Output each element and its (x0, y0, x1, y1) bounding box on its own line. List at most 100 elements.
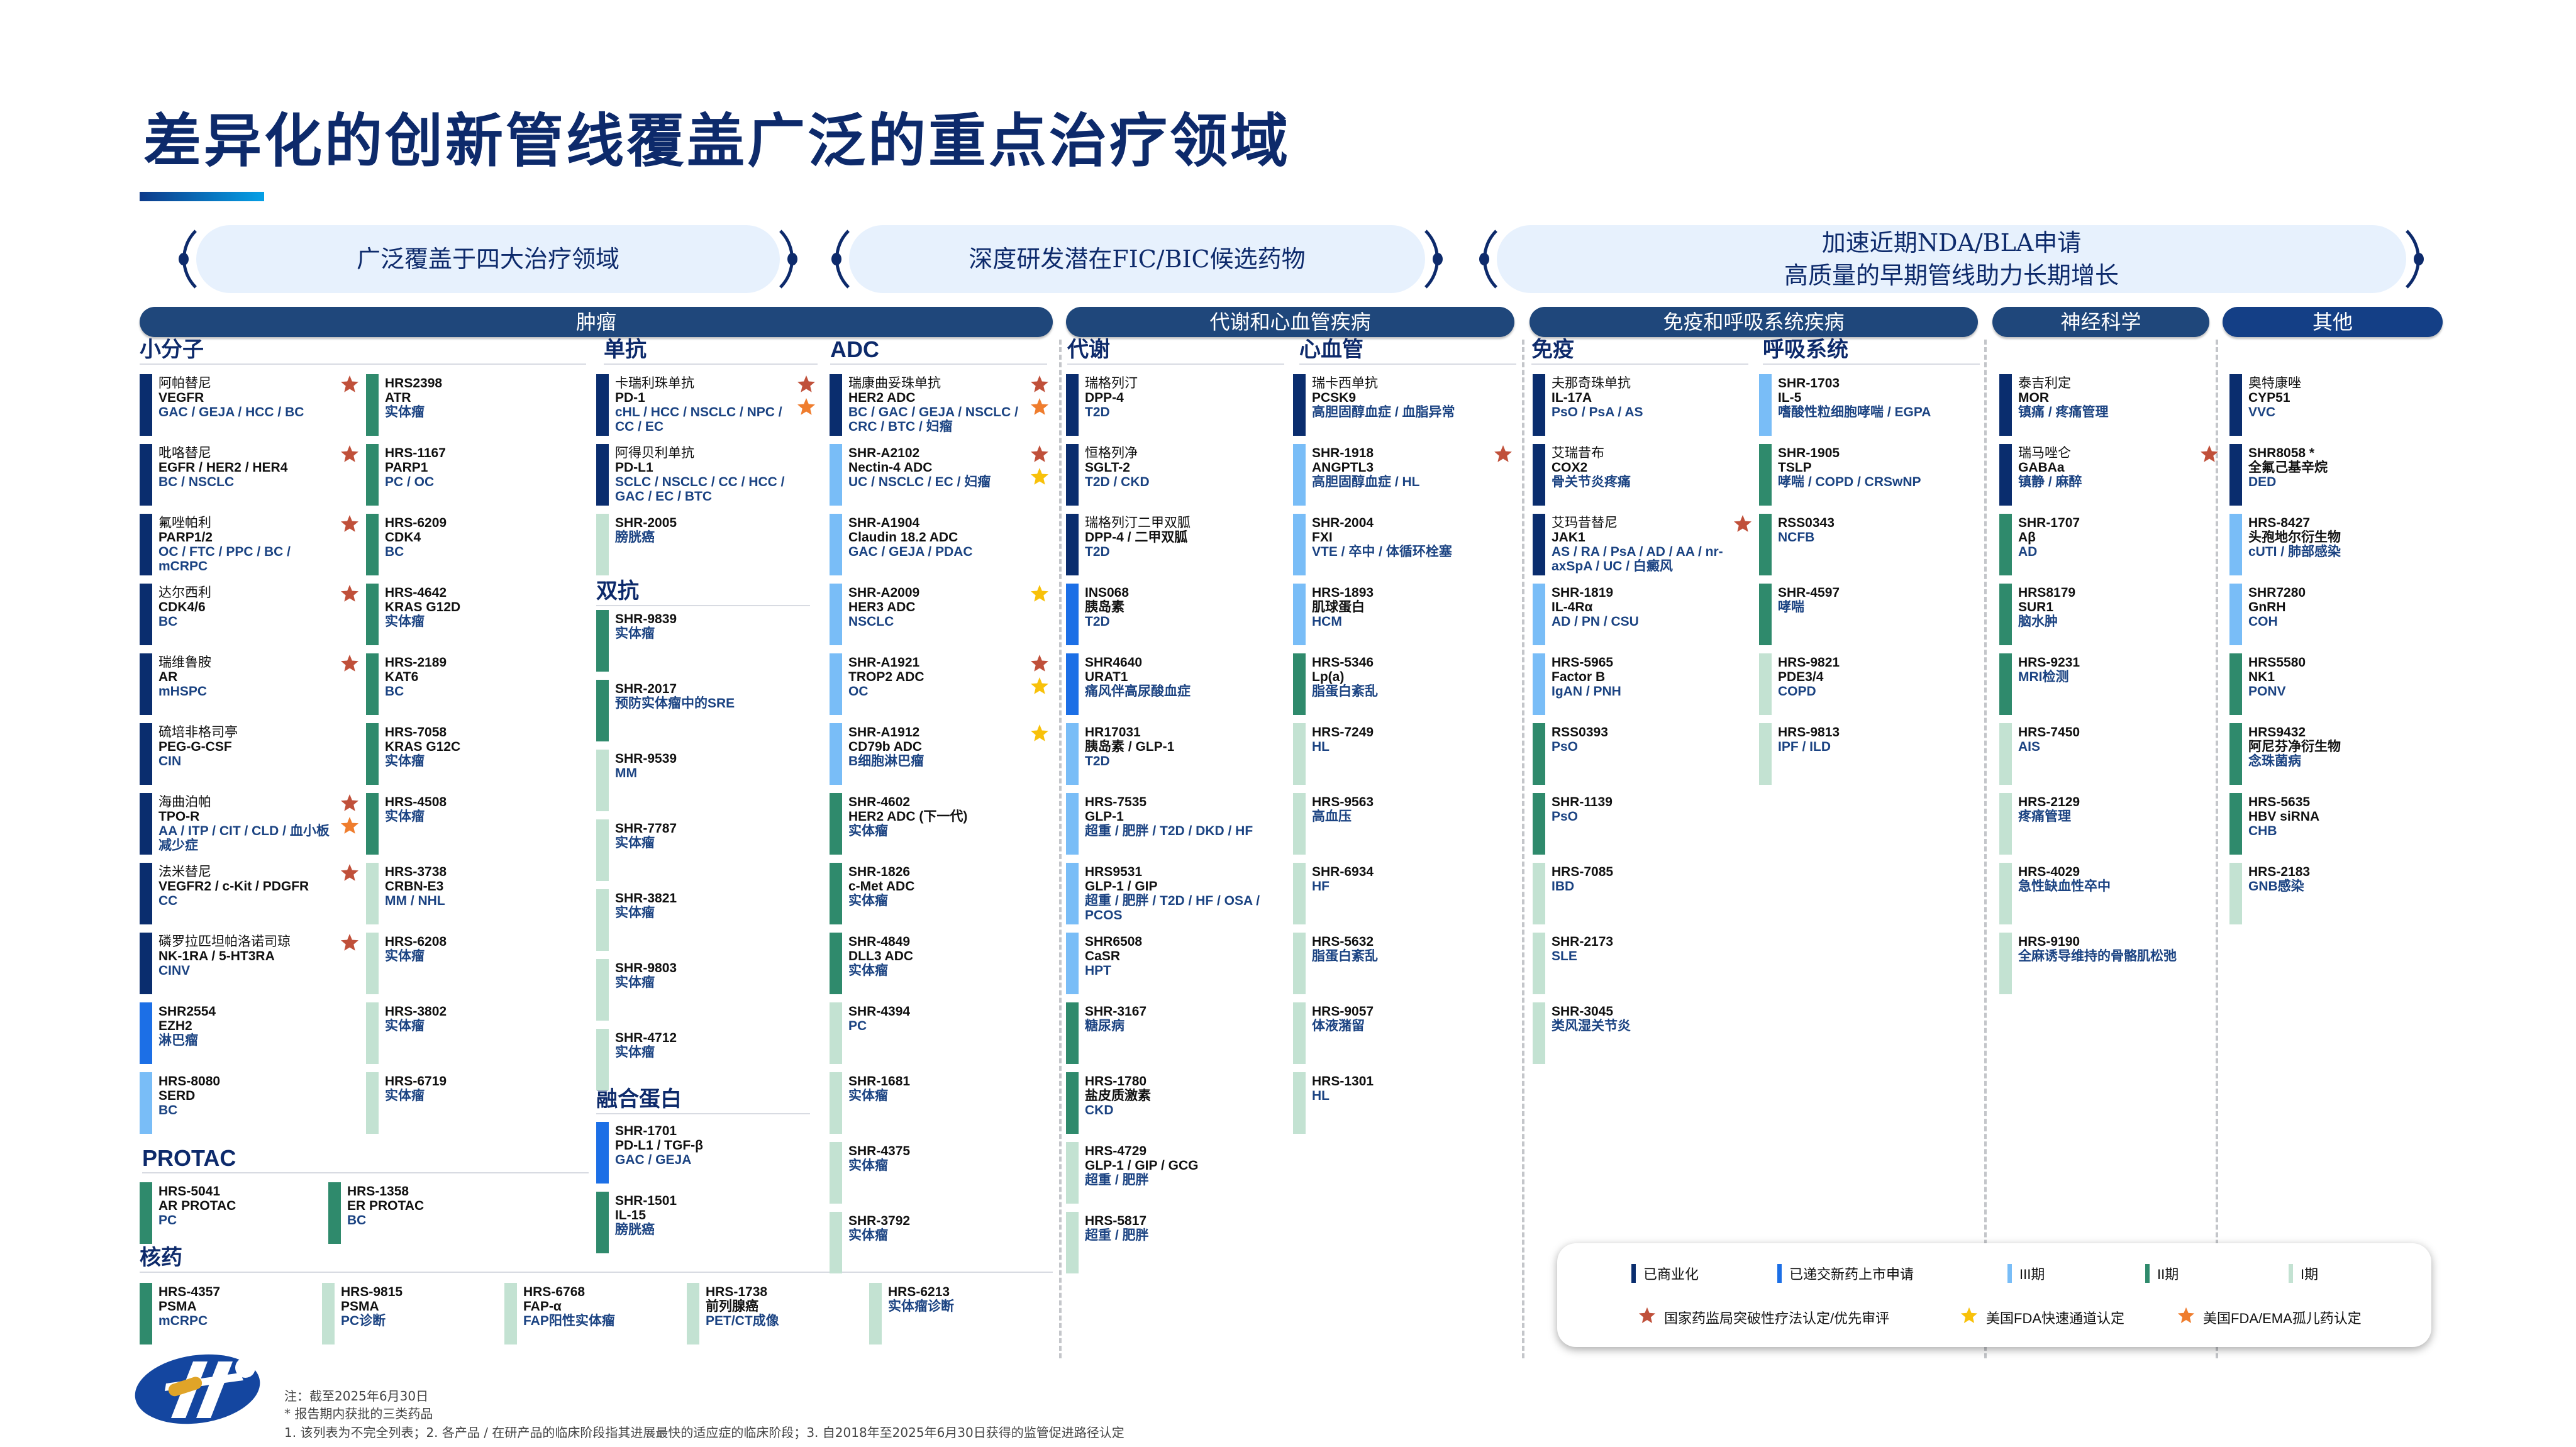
drug-name: SHR-2005 (615, 516, 677, 530)
card-text: SHR-2004 FXI VTE / 卒中 / 体循环栓塞 (1312, 516, 1491, 559)
phase-bar (2229, 793, 2242, 855)
designation-marks (340, 653, 360, 674)
card-text: SHR-1701 PD-L1 / TGF-β GAC / GEJA (615, 1124, 794, 1167)
card-text: HRS-1301 HL (1312, 1074, 1491, 1103)
drug-name: SHR-1918 (1312, 446, 1374, 460)
pipeline-card: 瑞卡西单抗 PCSK9 高胆固醇血症 / 血脂异常 (1293, 374, 1513, 436)
drug-indication: COPD (1778, 684, 1816, 699)
card-text: HRS-7535 GLP-1 超重 / 肥胖 / T2D / DKD / HF (1085, 795, 1263, 838)
title-accent-bar (140, 192, 264, 201)
pipeline-card: 磷罗拉匹坦帕洛诺司琼 NK-1RA / 5-HT3RA CINV (140, 933, 360, 994)
drug-target: TPO-R (158, 809, 200, 824)
drug-indication: COH (2248, 614, 2278, 629)
drug-name: SHR-1826 (848, 865, 911, 879)
drug-target: SUR1 (2018, 600, 2054, 614)
card-text: HRS-8080 SERD BC (158, 1074, 337, 1117)
drug-target: Claudin 18.2 ADC (848, 530, 958, 545)
pipeline-card: SHR-1703 IL-5 嗜酸性粒细胞哮喘 / EGPA (1759, 374, 1979, 436)
drug-target: 前列腺癌 (706, 1299, 758, 1314)
legend-label: 国家药监局突破性疗法认定/优先审评 (1664, 1311, 1890, 1326)
drug-name: RSS0343 (1778, 516, 1835, 530)
phase-bar (2229, 863, 2242, 924)
drug-target: HBV siRNA (2248, 809, 2320, 824)
respiratory-column: SHR-1703 IL-5 嗜酸性粒细胞哮喘 / EGPA SHR-1905 TSLP 哮… (1759, 374, 1979, 785)
nmpa-breakthrough-star-icon (1638, 1306, 1657, 1329)
drug-indication: 嗜酸性粒细胞哮喘 / EGPA (1778, 405, 1931, 419)
metabolism-column: 瑞格列汀 DPP-4 T2D 恒格列净 SGLT-2 T2D / CKD 瑞格列汀二甲双胍 D… (1066, 374, 1286, 1273)
drug-name: 瑞维鲁胺 (158, 655, 211, 670)
pipeline-card: SHR-4849 DLL3 ADC 实体瘤 (830, 933, 1050, 994)
phase-bar (830, 1142, 842, 1204)
bispecific-column: SHR-9839 实体瘤 SHR-2017 预防实体瘤中的SRE SHR-9539 MM S… (596, 610, 816, 1090)
phase-bar (1533, 723, 1545, 785)
card-text: SHR-4849 DLL3 ADC 实体瘤 (848, 934, 1027, 978)
card-text: HRS-2183 GNB感染 (2248, 865, 2427, 894)
phase-bar (1066, 1072, 1079, 1134)
drug-indication: cUTI / 肺部感染 (2248, 545, 2341, 559)
phase-bar (140, 584, 152, 645)
card-text: HRS-1738 前列腺癌 PET/CT成像 (706, 1285, 847, 1328)
drug-indication: AA / ITP / CIT / CLD / 血小板减少症 (158, 824, 330, 853)
drug-target: URAT1 (1085, 670, 1128, 684)
legend-label: I期 (2301, 1267, 2319, 1282)
orphan-drug-star-icon (340, 816, 360, 836)
drug-name: 恒格列净 (1085, 445, 1138, 460)
phase-bar (1759, 723, 1772, 785)
drug-indication: CKD (1085, 1103, 1114, 1117)
drug-indication: T2D / CKD (1085, 475, 1150, 489)
pipeline-card: HRS-7085 IBD (1533, 863, 1753, 924)
phase-bar (1999, 933, 2012, 994)
drug-name: SHR-2173 (1552, 934, 1614, 949)
pipeline-card: HRS-2189 KAT6 BC (366, 653, 586, 715)
phase-bar (830, 1072, 842, 1134)
phase-bar (2229, 723, 2242, 785)
drug-name: HRS-5635 (2248, 795, 2311, 809)
pipeline-card: HRS-1167 PARP1 PC / OC (366, 444, 586, 506)
drug-name: INS068 (1085, 585, 1130, 600)
drug-name: HRS-1301 (1312, 1074, 1374, 1089)
phase-bar (366, 374, 379, 436)
pipeline-card: SHR-1707 Aβ AD (1999, 514, 2219, 575)
drug-name: HRS-5041 (158, 1184, 221, 1199)
drug-indication: BC (347, 1213, 367, 1228)
drug-name: HRS-5965 (1552, 655, 1614, 670)
phase-bar (1066, 723, 1079, 785)
phase-bar (1533, 444, 1545, 506)
legend-item-p1: I期 (2289, 1263, 2318, 1283)
drug-target: DPP-4 (1085, 391, 1124, 405)
drug-name: HRS-1893 (1312, 585, 1374, 600)
drug-name: SHR-A1921 (848, 655, 920, 670)
bracket-dot (2414, 253, 2424, 265)
card-text: HRS-9057 体液潴留 (1312, 1004, 1491, 1033)
drug-target: 胰岛素 (1085, 600, 1124, 614)
drug-name: HRS-2189 (385, 655, 447, 670)
phase-bar (366, 723, 379, 785)
pipeline-card: SHR-1501 IL-15 膀胱癌 (596, 1192, 816, 1253)
card-text: HRS-5041 AR PROTAC PC (158, 1184, 299, 1228)
card-text: SHR2554 EZH2 淋巴瘤 (158, 1004, 337, 1048)
drug-name: HRS-4357 (158, 1285, 221, 1299)
phase-bar (596, 819, 609, 881)
phase-bar (830, 723, 842, 785)
phase-swatch (2289, 1264, 2293, 1283)
drug-name: HRS-4029 (2018, 865, 2080, 879)
drug-indication: 实体瘤 (385, 809, 425, 824)
drug-target: FXI (1312, 530, 1333, 545)
drug-target: HER3 ADC (848, 600, 916, 614)
card-text: SHR-1918 ANGPTL3 高胆固醇血症 / HL (1312, 446, 1491, 489)
pipeline-card: HRS-2183 GNB感染 (2229, 863, 2450, 924)
drug-indication: 实体瘤 (385, 614, 425, 629)
drug-target: IL-17A (1552, 391, 1592, 405)
drug-indication: 实体瘤 (385, 405, 425, 419)
drug-name: HRS-7085 (1552, 865, 1614, 879)
banner-text: 广泛覆盖于四大治疗领域 (356, 245, 619, 273)
drug-indication: 实体瘤 (615, 836, 655, 850)
drug-indication: 超重 / 肥胖 (1085, 1228, 1149, 1243)
card-text: SHR-A1921 TROP2 ADC OC (848, 655, 1027, 699)
nmpa-breakthrough-star-icon (340, 863, 360, 883)
drug-name: 达尔西利 (158, 585, 211, 600)
card-text: 氟唑帕利 PARP1/2 OC / FTC / PPC / BC / mCRPC (158, 516, 337, 574)
phase-bar (2229, 584, 2242, 645)
card-text: SHR-3821 实体瘤 (615, 891, 794, 920)
drug-target: PDE3/4 (1778, 670, 1824, 684)
